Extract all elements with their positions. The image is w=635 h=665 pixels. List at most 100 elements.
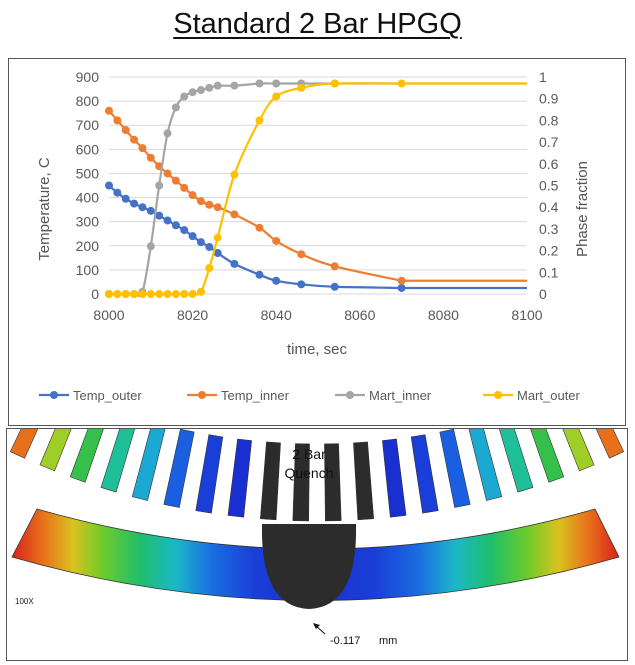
gear-tooth (100, 429, 135, 493)
fea-deformation-panel: 2 Bar Quench 100X -0.117 mm (6, 428, 628, 661)
data-point-mart_inner (255, 79, 264, 88)
data-point-mart_outer (330, 79, 339, 88)
data-point-temp_outer (205, 242, 214, 251)
data-point-mart_outer (255, 116, 264, 125)
data-point-mart_inner (163, 129, 172, 138)
gear-tooth (595, 429, 625, 459)
y-left-tick-label: 200 (76, 238, 100, 254)
series-line-mart_inner (109, 82, 527, 298)
fea-label-title: 2 Bar (292, 446, 326, 462)
data-point-mart_outer (272, 92, 281, 101)
y-right-tick-label: 0.8 (539, 112, 559, 128)
data-point-temp_inner (180, 183, 189, 192)
data-point-mart_outer (113, 290, 122, 298)
data-point-mart_outer (130, 290, 139, 298)
data-point-mart_outer (196, 287, 205, 296)
data-point-temp_outer (188, 232, 197, 241)
legend-label: Temp_inner (221, 388, 290, 403)
data-point-temp_inner (105, 106, 113, 115)
x-tick-label: 8020 (177, 307, 208, 323)
phase-temperature-chart: 0 100 200 300 400 500 600 700 800 900 0 0.1 0.2 0.3 0.… (36, 69, 591, 403)
data-point-temp_outer (196, 238, 205, 247)
y-right-tick-label: 0.6 (539, 156, 559, 172)
gear-tooth (439, 429, 471, 508)
x-tick-label: 8000 (93, 307, 124, 323)
legend-marker (494, 391, 502, 399)
gear-tooth (530, 429, 565, 483)
chart-panel: 0 100 200 300 400 500 600 700 800 900 0 0.1 0.2 0.3 0.… (8, 58, 626, 426)
data-point-temp_inner (138, 144, 147, 153)
quench-region (261, 524, 357, 609)
legend-label: Temp_outer (73, 388, 142, 403)
data-point-mart_inner (155, 181, 164, 190)
fea-contour-image: 2 Bar Quench 100X -0.117 mm (9, 429, 625, 647)
gear-tooth (499, 429, 534, 493)
data-point-temp_inner (297, 250, 306, 259)
series-line-temp_outer (108, 184, 527, 290)
data-point-mart_outer (397, 79, 406, 88)
gear-tooth (195, 434, 224, 514)
data-point-temp_outer (272, 276, 281, 285)
data-point-temp_inner (121, 126, 130, 135)
legend-marker (198, 391, 206, 399)
data-point-temp_inner (130, 135, 139, 144)
data-point-mart_inner (171, 103, 180, 112)
data-point-mart_outer (105, 290, 113, 298)
y-right-tick-label: 0.7 (539, 134, 559, 150)
y-right-tick-label: 1 (539, 69, 547, 85)
data-point-mart_inner (205, 83, 214, 92)
data-point-temp_inner (255, 223, 264, 232)
data-point-mart_inner (272, 79, 281, 88)
gear-tooth (410, 434, 439, 514)
data-point-mart_inner (188, 88, 197, 97)
x-tick-label: 8080 (428, 307, 459, 323)
gear-tooth (227, 438, 252, 518)
data-point-temp_inner (163, 169, 172, 178)
data-point-temp_inner (213, 203, 222, 212)
quench-tooth (324, 443, 342, 522)
data-point-mart_outer (138, 290, 147, 298)
data-point-temp_inner (397, 276, 406, 285)
data-point-temp_outer (138, 203, 147, 212)
y-right-tick-label: 0.2 (539, 243, 559, 259)
gear-tooth (39, 429, 72, 472)
displacement-unit: mm (379, 635, 397, 647)
data-point-mart_outer (188, 290, 197, 298)
data-point-temp_outer (113, 188, 122, 197)
data-point-temp_outer (171, 221, 180, 230)
y-axis-right-label: Phase fraction (574, 161, 591, 257)
legend-marker (50, 391, 58, 399)
legend-label: Mart_inner (369, 388, 432, 403)
scale-label: 100X (15, 597, 34, 606)
data-point-mart_outer (155, 290, 164, 298)
gear-tooth (131, 429, 166, 501)
data-point-mart_outer (205, 263, 214, 272)
gear-tooth (163, 429, 195, 508)
x-tick-label: 8060 (344, 307, 375, 323)
data-point-mart_inner (213, 81, 222, 90)
data-point-temp_outer (105, 181, 113, 190)
data-point-mart_outer (121, 290, 130, 298)
data-point-temp_inner (188, 191, 197, 200)
displacement-value: -0.117 (330, 635, 360, 647)
quench-tooth (292, 443, 310, 522)
gear-tooth (9, 429, 39, 459)
x-tick-label: 8100 (511, 307, 542, 323)
data-point-temp_outer (163, 216, 172, 225)
y-right-tick-label: 0.4 (539, 199, 559, 215)
y-left-tick-label: 300 (76, 214, 100, 230)
data-point-temp_outer (130, 199, 139, 208)
data-point-mart_outer (230, 170, 239, 179)
data-point-mart_inner (230, 81, 239, 90)
y-axis-left-label: Temperature, C (36, 157, 53, 261)
data-point-temp_inner (330, 262, 339, 271)
data-point-mart_outer (297, 83, 306, 92)
data-point-temp_outer (180, 226, 189, 235)
gear-tooth (468, 429, 503, 501)
data-point-mart_outer (180, 290, 189, 298)
data-point-temp_inner (272, 236, 281, 245)
y-right-tick-label: 0.1 (539, 264, 559, 280)
y-left-tick-label: 500 (76, 165, 100, 181)
y-left-tick-label: 800 (76, 93, 100, 109)
data-point-temp_inner (146, 153, 155, 162)
